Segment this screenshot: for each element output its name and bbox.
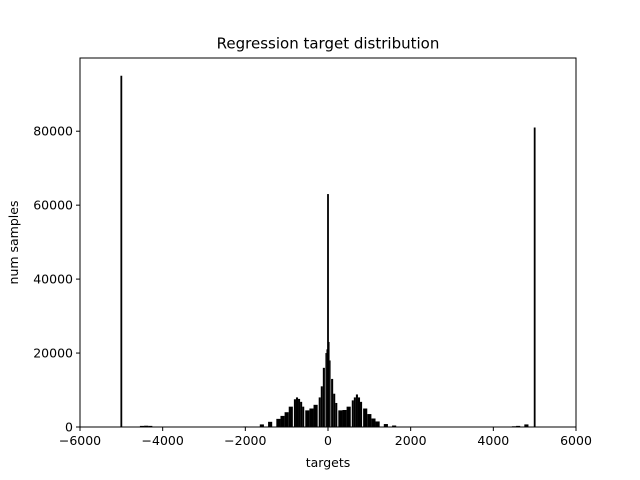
- bar: [276, 418, 281, 427]
- y-tick-label: 0: [65, 420, 73, 435]
- x-tick-label: −2000: [224, 433, 266, 448]
- bar: [533, 127, 536, 427]
- bar: [284, 412, 289, 427]
- bar: [367, 414, 372, 427]
- bar: [328, 341, 330, 427]
- y-axis: 0 20000 40000 60000 80000: [33, 124, 80, 435]
- bar: [293, 399, 296, 427]
- x-tick-label: 6000: [560, 433, 592, 448]
- bar: [524, 424, 529, 427]
- bar: [353, 397, 356, 427]
- bar: [313, 404, 318, 427]
- bar: [288, 406, 293, 427]
- chart-title: Regression target distribution: [217, 35, 440, 53]
- bar: [360, 401, 363, 427]
- bar: [326, 349, 328, 427]
- bar: [329, 360, 331, 427]
- y-tick-label: 20000: [33, 346, 73, 361]
- bar: [331, 378, 334, 427]
- bar: [148, 425, 153, 427]
- bar: [318, 397, 321, 427]
- bar: [327, 194, 329, 427]
- bar: [305, 410, 310, 427]
- bar: [309, 408, 314, 427]
- bar: [320, 386, 323, 427]
- x-axis-label: targets: [306, 455, 351, 470]
- bar: [516, 425, 521, 427]
- x-tick-label: −6000: [59, 433, 101, 448]
- bar: [139, 425, 145, 427]
- y-tick-label: 60000: [33, 198, 73, 213]
- bar: [268, 421, 273, 427]
- x-tick-label: −4000: [142, 433, 184, 448]
- bar: [342, 409, 347, 427]
- bar: [300, 401, 303, 427]
- bar: [363, 408, 368, 427]
- bar: [322, 367, 325, 427]
- bar: [355, 394, 358, 427]
- bar: [325, 353, 327, 427]
- bar: [120, 75, 123, 427]
- x-tick-label: 0: [324, 433, 332, 448]
- bar: [351, 400, 354, 427]
- bar: [392, 425, 397, 427]
- bar: [298, 398, 301, 427]
- bar: [280, 415, 285, 427]
- x-tick-label: 2000: [395, 433, 427, 448]
- bar: [333, 393, 336, 427]
- bar: [259, 424, 264, 427]
- bar: [295, 397, 299, 427]
- y-tick-label: 40000: [33, 272, 73, 287]
- bar: [144, 425, 149, 427]
- bar: [346, 406, 351, 427]
- x-tick-label: 4000: [477, 433, 509, 448]
- bar: [371, 418, 376, 427]
- y-axis-label: num samples: [6, 201, 21, 285]
- bar: [302, 406, 305, 427]
- bar: [383, 424, 388, 427]
- bar: [338, 410, 343, 427]
- y-tick-label: 80000: [33, 124, 73, 139]
- bars-group: [120, 75, 536, 427]
- bar: [357, 397, 361, 427]
- bar: [375, 421, 380, 427]
- bar: [335, 402, 338, 427]
- x-axis: −6000 −4000 −2000 0 2000 4000 6000: [59, 427, 592, 448]
